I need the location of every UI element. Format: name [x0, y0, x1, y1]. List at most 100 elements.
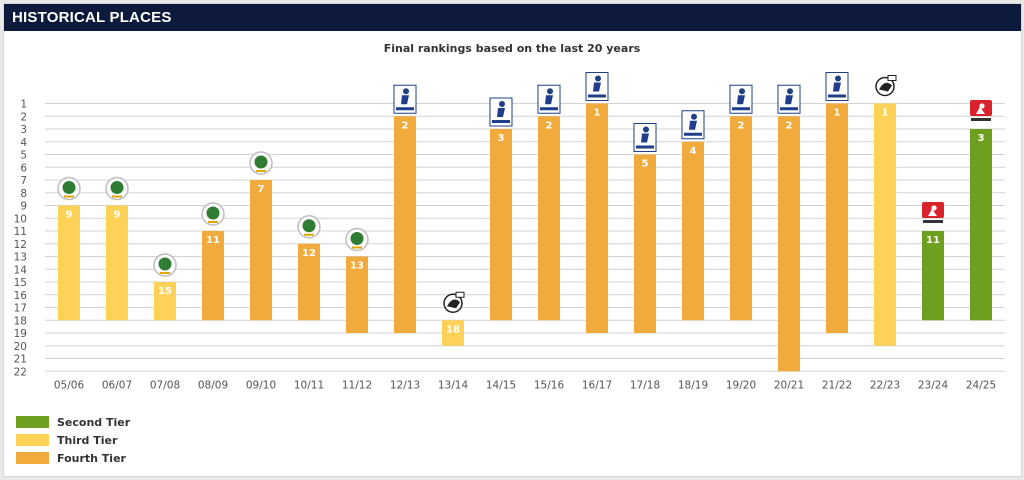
y-tick-label: 19	[14, 328, 27, 340]
x-tick-label: 13/14	[438, 379, 469, 391]
legend-swatch-third-tier	[16, 434, 49, 446]
bundesliga-badge-player	[928, 209, 937, 216]
data-label: 3	[498, 133, 505, 144]
dfb-badge-core	[158, 257, 172, 271]
chart-legend: Second Tier Third Tier Fourth Tier	[16, 413, 130, 467]
x-tick-label: 16/17	[582, 379, 612, 391]
data-label: 7	[258, 184, 265, 195]
regionalliga-suedwest-icon	[489, 97, 513, 127]
x-tick-label: 18/19	[678, 379, 708, 391]
3-liga-badge-tag	[455, 291, 465, 298]
dfb-regionalliga-icon	[345, 227, 369, 252]
legend-swatch-fourth-tier	[16, 452, 49, 464]
x-tick-label: 14/15	[486, 379, 516, 391]
rlsw-badge-text-strip	[636, 145, 654, 149]
bundesliga-badge-ball	[979, 103, 985, 109]
data-label: 9	[114, 210, 121, 221]
data-label: 4	[690, 146, 697, 157]
dfb-regionalliga-icon	[249, 151, 273, 175]
bar	[442, 320, 464, 346]
rlsw-badge-text-strip	[780, 107, 798, 111]
data-label: 9	[66, 210, 73, 221]
rlsw-badge-player-head	[643, 126, 649, 133]
y-tick-label: 14	[14, 264, 28, 276]
3-liga-badge-figure	[447, 299, 460, 309]
section-title: HISTORICAL PLACES	[12, 9, 172, 26]
dfb-badge-core	[350, 232, 364, 245]
rlsw-badge-text-strip	[492, 120, 510, 123]
x-tick-label: 06/07	[102, 379, 132, 391]
rlsw-badge-player-head	[787, 88, 793, 95]
3-liga-badge-tag	[887, 75, 897, 81]
regionalliga-suedwest-icon	[633, 123, 657, 152]
rlsw-badge-player-head	[739, 88, 745, 95]
rlsw-badge-text-strip	[828, 94, 846, 98]
section-header: HISTORICAL PLACES	[4, 4, 1021, 31]
y-tick-label: 22	[14, 366, 27, 378]
x-tick-label: 22/23	[870, 379, 900, 391]
chart-title: Final rankings based on the last 20 year…	[383, 42, 641, 55]
legend-item-second-tier: Second Tier	[16, 413, 130, 431]
data-label: 3	[978, 133, 985, 144]
bundesliga-badge-player	[976, 107, 985, 114]
dfb-badge-stripe	[352, 246, 362, 249]
bar	[970, 129, 992, 321]
rlsw-badge-player-head	[691, 113, 697, 120]
x-tick-label: 21/22	[822, 379, 852, 391]
y-tick-label: 17	[14, 303, 27, 315]
y-tick-label: 4	[20, 137, 27, 149]
rlsw-badge-text-strip	[732, 107, 750, 111]
dfb-regionalliga-icon	[201, 202, 225, 226]
y-tick-label: 3	[20, 124, 27, 136]
y-tick-label: 20	[14, 341, 27, 353]
bar	[730, 116, 752, 321]
legend-label-third-tier: Third Tier	[57, 433, 118, 447]
legend-item-third-tier: Third Tier	[16, 431, 130, 449]
dfb-badge-stripe	[112, 195, 122, 198]
bar	[202, 231, 224, 321]
dfb-badge-core	[62, 181, 76, 194]
regionalliga-suedwest-icon	[777, 84, 801, 114]
y-tick-label: 6	[20, 162, 27, 174]
dfb-badge-core	[206, 206, 220, 220]
regionalliga-suedwest-icon	[537, 84, 561, 114]
regionalliga-suedwest-icon	[393, 84, 417, 114]
rlsw-badge-player-head	[595, 75, 601, 82]
historical-places-card: HISTORICAL PLACES	[3, 3, 1022, 477]
x-tick-label: 12/13	[390, 379, 420, 391]
x-tick-label: 08/09	[198, 379, 228, 391]
rlsw-badge-player-head	[835, 75, 841, 82]
bar	[538, 116, 560, 321]
rlsw-badge-text-strip	[540, 107, 558, 111]
data-label: 5	[642, 159, 649, 170]
rlsw-badge-player-body	[737, 95, 745, 105]
x-tick-label: 07/08	[150, 379, 180, 391]
regionalliga-suedwest-icon	[729, 84, 753, 114]
regionalliga-suedwest-icon	[681, 110, 705, 140]
dfb-badge-core	[110, 181, 124, 194]
x-tick-label: 09/10	[246, 379, 276, 391]
dfb-badge-stripe	[304, 233, 314, 236]
rlsw-badge-player-body	[401, 95, 409, 105]
rlsw-badge-player-body	[545, 95, 553, 105]
3-liga-icon	[443, 291, 465, 313]
bar	[778, 116, 800, 372]
data-label: 1	[834, 108, 841, 119]
y-tick-label: 21	[14, 354, 27, 366]
x-tick-label: 23/24	[918, 379, 949, 391]
dfb-badge-stripe	[160, 272, 170, 274]
y-tick-label: 8	[20, 188, 27, 200]
data-label: 11	[926, 235, 940, 246]
x-tick-label: 19/20	[726, 379, 756, 391]
x-tick-label: 05/06	[54, 379, 85, 391]
3-liga-badge-figure	[879, 82, 892, 92]
bar	[298, 243, 320, 321]
dfb-badge-stripe	[208, 221, 218, 223]
dfb-badge-stripe	[256, 170, 266, 172]
x-tick-label: 20/21	[774, 379, 804, 391]
x-tick-label: 17/18	[630, 379, 660, 391]
rlsw-badge-player-body	[785, 95, 793, 105]
dfb-regionalliga-icon	[57, 176, 81, 201]
dfb-regionalliga-icon	[153, 253, 177, 277]
y-tick-label: 11	[14, 226, 27, 238]
